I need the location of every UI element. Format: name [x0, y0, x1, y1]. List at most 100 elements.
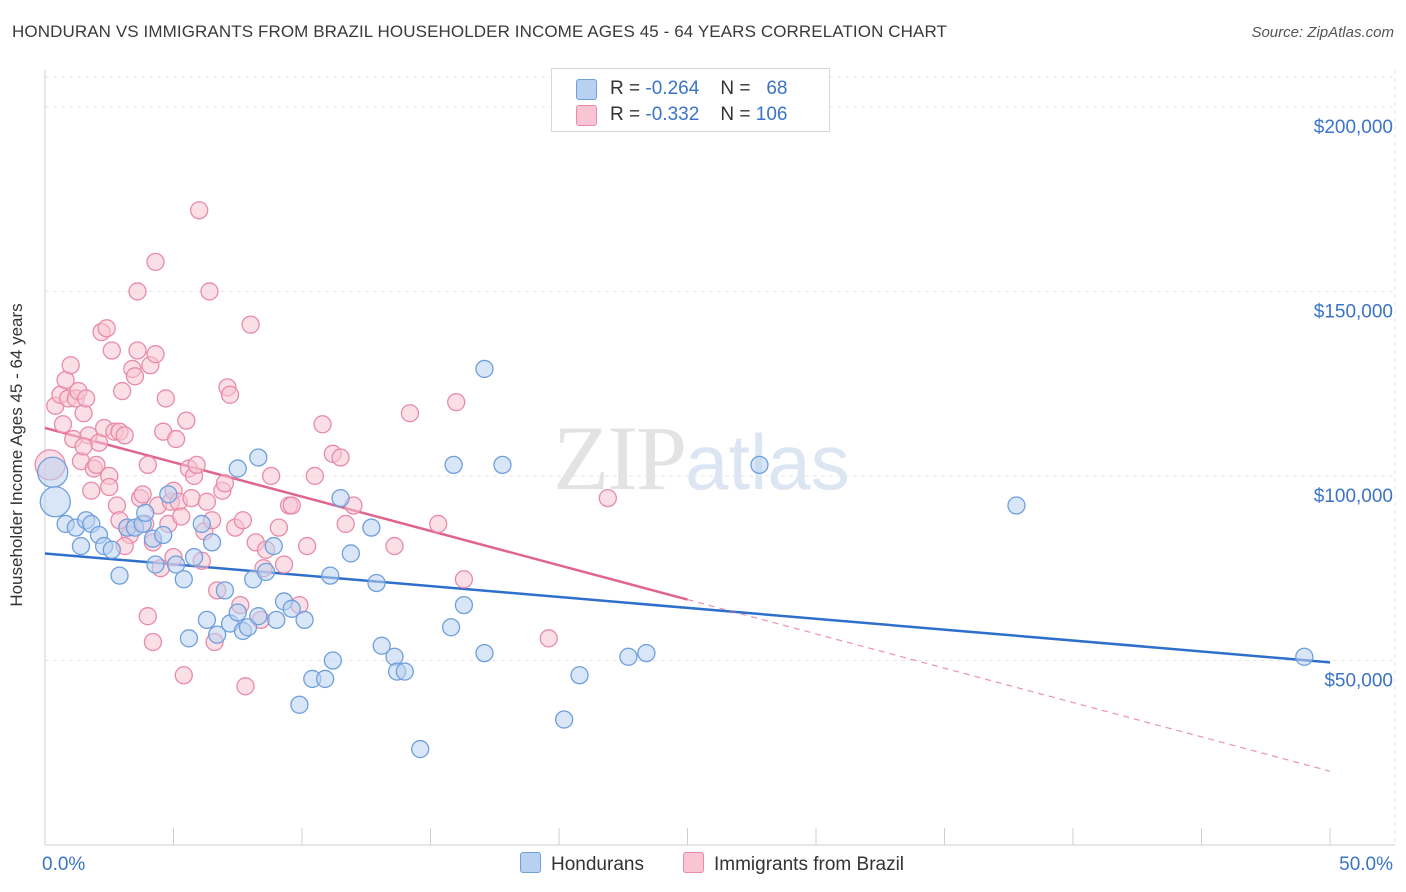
point-hondurans [295, 610, 314, 630]
point-hondurans [179, 629, 199, 648]
point-hondurans [166, 555, 186, 574]
point-hondurans [154, 525, 173, 545]
point-hondurans [264, 536, 283, 556]
point-hondurans [71, 536, 91, 556]
point-brazil [197, 492, 217, 511]
point-brazil [598, 488, 617, 508]
point-brazil [61, 356, 80, 375]
point-hondurans [249, 448, 268, 467]
point-brazil [125, 367, 145, 386]
point-hondurans [146, 555, 165, 574]
point-brazil [76, 389, 96, 408]
point-hondurans [321, 566, 340, 585]
point-brazil [74, 404, 93, 423]
r-label: R = [610, 104, 641, 125]
point-brazil [429, 514, 448, 534]
point-hondurans [197, 610, 217, 630]
point-brazil [447, 392, 466, 412]
point-brazil [87, 455, 106, 475]
point-hondurans [315, 669, 335, 689]
point-hondurans [554, 710, 574, 729]
point-hondurans [637, 643, 656, 663]
point-brazil [274, 555, 294, 574]
point-hondurans [372, 636, 391, 655]
point-brazil [233, 511, 253, 530]
point-hondurans [385, 647, 404, 666]
point-brazil [74, 437, 93, 456]
point-hondurans [159, 485, 178, 504]
point-hondurans [228, 459, 247, 478]
point-hondurans [411, 739, 430, 759]
watermark-zip: ZIP [553, 407, 687, 509]
point-brazil [97, 319, 116, 338]
point-hondurans [441, 618, 461, 637]
point-brazil [146, 345, 165, 364]
point-hondurans [202, 533, 222, 552]
point-brazil [385, 536, 404, 556]
point-brazil [236, 677, 255, 696]
x-tick-label-max: 50.0% [1339, 854, 1393, 875]
point-brazil [190, 201, 209, 220]
point-brazil [102, 341, 121, 360]
n-value-brazil: 106 [755, 104, 788, 125]
point-brazil [133, 485, 152, 504]
axes [44, 70, 1395, 846]
bottom-legend-swatch-brazil [683, 852, 704, 873]
point-hondurans [184, 547, 204, 567]
point-brazil [128, 282, 147, 301]
point-hondurans [102, 540, 121, 559]
point-brazil [336, 514, 355, 534]
gridlines [45, 70, 1396, 845]
point-brazil [138, 607, 157, 626]
point-brazil [82, 481, 101, 500]
source-attribution: Source: ZipAtlas.com [1251, 24, 1394, 41]
point-brazil [297, 536, 317, 556]
bottom-legend-label-brazil: Immigrants from Brazil [714, 854, 905, 875]
point-hondurans [395, 662, 414, 681]
point-brazil [107, 496, 127, 515]
point-brazil [262, 466, 281, 486]
correlation-legend: R = -0.264 N = 68 R = -0.332 N = 106 [551, 68, 830, 132]
r-value-hondurans: -0.264 [645, 78, 700, 99]
point-hondurans [341, 544, 360, 563]
tick-labels: $50,000 $100,000 $150,000 $200,000 0.0% 50.0% [42, 117, 1393, 875]
point-hondurans [136, 503, 155, 523]
point-brazil [539, 629, 558, 648]
point-brazil [215, 474, 235, 493]
legend-swatch-hondurans [576, 79, 597, 100]
point-hondurans [323, 651, 342, 670]
point-hondurans [331, 488, 350, 508]
legend-text-brazil: R = -0.332 N = 106 [610, 104, 787, 126]
point-brazil [112, 381, 132, 401]
point-hondurans [444, 455, 463, 475]
point-brazil [454, 570, 474, 589]
point-hondurans [267, 610, 286, 630]
bottom-legend-brazil: Immigrants from Brazil [683, 852, 904, 876]
point-hondurans [192, 514, 211, 534]
data-points [34, 201, 1314, 759]
point-brazil [172, 507, 191, 526]
point-hondurans [454, 595, 474, 615]
point-brazil [143, 632, 163, 652]
point-brazil [282, 496, 301, 515]
trend-line-brazil-extension [687, 599, 1331, 772]
point-brazil [331, 448, 350, 467]
point-hondurans [215, 581, 235, 600]
point-hondurans [750, 455, 769, 475]
point-brazil [305, 466, 325, 486]
point-brazil [156, 389, 175, 408]
chart-title: HONDURAN VS IMMIGRANTS FROM BRAZIL HOUSE… [12, 22, 948, 41]
point-brazil [182, 488, 201, 508]
point-hondurans [110, 566, 129, 585]
point-brazil [146, 252, 165, 272]
point-hondurans [493, 455, 512, 475]
point-brazil [166, 429, 186, 449]
point-hondurans [37, 456, 69, 488]
bottom-legend-swatch-hondurans [520, 852, 541, 873]
point-brazil [128, 341, 147, 360]
n-label: N = [720, 104, 751, 125]
point-hondurans [362, 518, 381, 537]
point-brazil [53, 415, 73, 434]
point-hondurans [1007, 496, 1026, 515]
